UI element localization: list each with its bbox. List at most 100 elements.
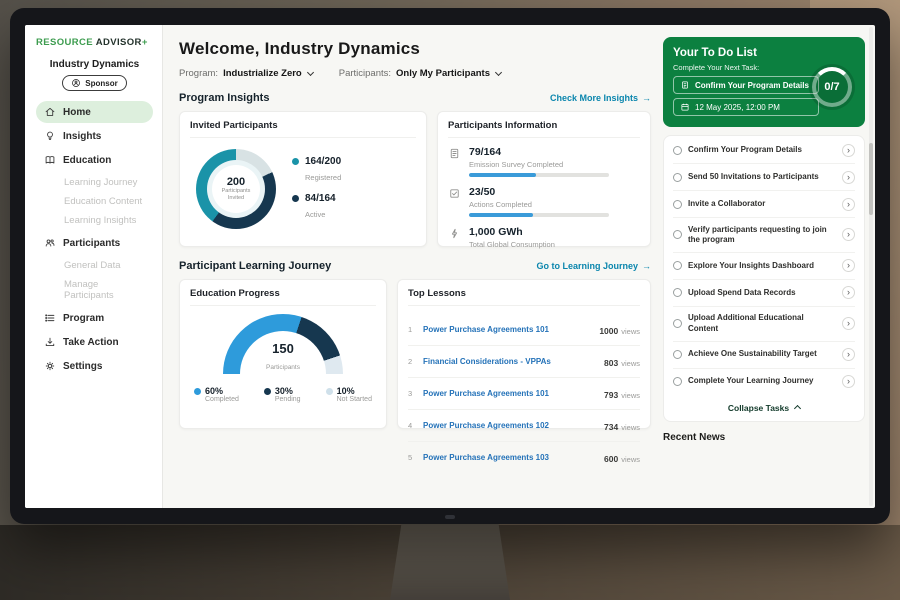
scrollbar-thumb[interactable] [869,143,873,215]
todo-progress-ring: 0/7 [809,64,855,110]
lesson-views: 734 views [604,417,640,435]
monitor-stand [390,520,510,600]
monitor-bezel: RESOURCE ADVISOR+ Industry Dynamics Spon… [10,8,890,524]
task-checkbox[interactable] [673,350,682,360]
check-more-insights-link[interactable]: Check More Insights → [550,93,651,103]
donut-center-label: 200 Participants Invited [196,149,276,229]
lesson-views: 600 views [604,449,640,467]
info-value: 23/50 [469,186,496,198]
chevron-right-icon[interactable]: › [842,375,855,389]
todo-panel: Your To Do List Complete Your Next Task:… [663,25,875,508]
sidebar-item-manage-participants[interactable]: Manage Participants [36,275,153,305]
sidebar-item-learning-journey[interactable]: Learning Journey [36,173,153,192]
views-count: 600 [604,453,619,464]
go-to-learning-journey-link[interactable]: Go to Learning Journey → [536,261,651,271]
legend-label: Completed [205,396,239,403]
next-task-label: Confirm Your Program Details [695,80,809,90]
lesson-link[interactable]: Power Purchase Agreements 103 [423,453,549,462]
chevron-right-icon[interactable]: › [842,317,855,331]
lesson-row: 4 Power Purchase Agreements 102 734 views [408,410,640,442]
task-checkbox[interactable] [673,172,682,182]
scrollbar-track [869,27,873,506]
task-checkbox[interactable] [673,199,682,209]
sidebar-item-settings[interactable]: Settings [36,355,153,377]
invited-donut-chart: 200 Participants Invited [196,149,276,229]
progress-fill [469,173,537,177]
legend-value: 84/164 [305,193,336,204]
task-item: Upload Spend Data Records › [673,280,855,307]
survey-progress-bar [469,173,609,177]
legend-item-active: 84/164 Active [292,193,341,222]
participants-filter-dropdown[interactable]: Participants: Only My Participants [339,68,503,79]
sidebar-item-label: Participants [63,237,121,249]
chevron-right-icon[interactable]: › [842,259,855,273]
chevron-up-icon [794,405,802,413]
app-logo: RESOURCE ADVISOR+ [36,37,153,48]
education-progress-card: Education Progress 150 Participants 60% C… [179,279,387,429]
task-checkbox[interactable] [673,261,682,271]
task-item: Explore Your Insights Dashboard › [673,253,855,280]
sidebar-item-education[interactable]: Education [36,149,153,171]
chevron-right-icon[interactable]: › [842,286,855,300]
todo-progress-value: 0/7 [824,81,840,93]
dashboard-screen: RESOURCE ADVISOR+ Industry Dynamics Spon… [25,25,875,508]
next-task-pill[interactable]: Confirm Your Program Details [673,76,819,94]
settings-icon [44,360,56,372]
program-filter-dropdown[interactable]: Program: Industrialize Zero [179,68,314,79]
views-count: 793 [604,389,619,400]
sidebar-item-learning-insights[interactable]: Learning Insights [36,211,153,230]
lesson-row: 2 Financial Considerations - VPPAs 803 vi… [408,346,640,378]
sidebar-item-home[interactable]: Home [36,101,153,123]
sidebar-item-program[interactable]: Program [36,307,153,329]
sidebar-item-label: Home [63,106,91,118]
sidebar-item-general-data[interactable]: General Data [36,256,153,275]
section-title-program-insights: Program Insights [179,92,270,104]
task-checkbox[interactable] [673,319,682,329]
arrow-right-icon: → [642,261,651,271]
sidebar-item-label: Education [63,154,112,166]
chevron-right-icon[interactable]: › [842,348,855,362]
task-label: Achieve One Sustainability Target [688,349,817,359]
page-title: Welcome, Industry Dynamics [179,39,421,58]
sidebar-item-participants[interactable]: Participants [36,232,153,254]
task-checkbox[interactable] [673,377,682,387]
collapse-tasks-button[interactable]: Collapse Tasks [673,395,855,420]
task-checkbox[interactable] [673,230,682,240]
task-label: Confirm Your Program Details [688,144,802,154]
sidebar-item-education-content[interactable]: Education Content [36,192,153,211]
legend-item-registered: 164/200 Registered [292,156,341,185]
sidebar-item-label: Settings [63,360,103,372]
task-checkbox[interactable] [673,288,682,298]
lesson-rank: 3 [408,389,413,398]
info-label: Actions Completed [469,200,532,209]
legend-dot-pending [263,388,271,395]
info-value: 1,000 GWh [469,226,523,238]
due-date-pill: 12 May 2025, 12:00 PM [673,98,819,116]
learning-cards-row: Education Progress 150 Participants 60% C… [179,279,651,464]
info-label: Emission Survey Completed [469,160,564,169]
task-item: Verify participants requesting to join t… [673,218,855,253]
insights-icon [44,130,56,142]
lesson-views: 803 views [604,353,640,371]
sidebar-item-take-action[interactable]: Take Action [36,331,153,353]
card-title: Invited Participants [190,120,416,138]
lesson-link[interactable]: Power Purchase Agreements 101 [423,325,549,334]
sidebar-item-label: Take Action [63,336,119,348]
lesson-link[interactable]: Financial Considerations - VPPAs [423,357,551,366]
views-label: views [621,326,640,336]
task-checkbox[interactable] [673,145,682,155]
chevron-right-icon[interactable]: › [842,197,855,211]
link-label: Check More Insights [549,93,638,103]
energy-icon [448,227,461,253]
chevron-right-icon[interactable]: › [842,143,855,157]
chevron-right-icon[interactable]: › [842,228,855,242]
chevron-right-icon[interactable]: › [842,170,855,184]
sidebar-item-insights[interactable]: Insights [36,125,153,147]
lesson-link[interactable]: Power Purchase Agreements 102 [423,421,549,430]
lesson-link[interactable]: Power Purchase Agreements 101 [423,389,549,398]
lesson-rank: 1 [408,325,413,334]
task-item: Send 50 Invitations to Participants › [673,164,855,191]
legend-label: Not Started [336,396,372,403]
views-count: 1000 [599,325,619,336]
task-label: Verify participants requesting to join t… [688,224,827,244]
